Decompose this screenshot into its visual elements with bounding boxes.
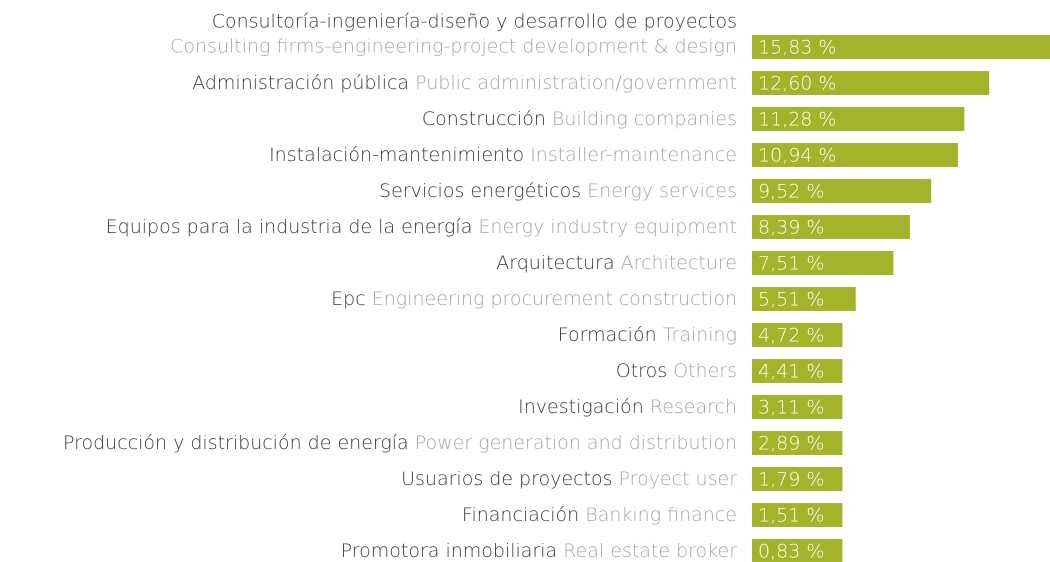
category-label-en: Training — [663, 324, 737, 346]
category-label-en: Research — [650, 396, 737, 418]
bar — [752, 287, 856, 311]
category-label-en: Energy industry equipment — [478, 216, 737, 238]
value-label: 11,28 % — [758, 109, 837, 131]
bar — [752, 359, 843, 383]
category-label: Investigación Research — [518, 396, 737, 418]
category-label-es: Equipos para la industria de la energía — [106, 216, 473, 238]
category-label: Promotora inmobiliaria Real estate broke… — [341, 540, 738, 562]
category-label-es: Formación — [558, 324, 657, 346]
category-label-es: Servicios energéticos — [379, 180, 581, 202]
category-label-en: Proyect user — [619, 468, 738, 490]
category-label: Arquitectura Architecture — [496, 252, 737, 274]
category-label-es: Arquitectura — [496, 252, 614, 274]
category-label-es: Producción y distribución de energía — [63, 432, 409, 454]
category-label-en: Architecture — [621, 252, 737, 274]
bar — [752, 179, 932, 203]
bar — [752, 107, 965, 131]
value-label: 7,51 % — [758, 253, 824, 275]
category-label-es: Otros — [616, 360, 667, 382]
category-label: Formación Training — [558, 324, 737, 346]
category-label: Construcción Building companies — [422, 108, 737, 130]
value-label: 8,39 % — [758, 217, 824, 239]
bar — [752, 143, 958, 167]
category-label: Consultoría-ingeniería-diseño y desarrol… — [212, 11, 737, 33]
bar — [752, 215, 910, 239]
category-label-en: Energy services — [587, 180, 737, 202]
category-label-en: Banking finance — [585, 504, 737, 526]
category-label-es: Promotora inmobiliaria — [341, 540, 558, 562]
bar — [752, 467, 843, 491]
bar — [752, 251, 894, 275]
category-label-en: Consulting firms-engineering-project dev… — [170, 36, 737, 58]
category-label: Instalación-mantenimiento Installer-main… — [269, 144, 737, 166]
category-label-en: Power generation and distribution — [415, 432, 737, 454]
category-label-en: Installer-maintenance — [530, 144, 737, 166]
category-label-en: Real estate broker — [563, 540, 737, 562]
category-label-es: Administración pública — [192, 72, 409, 94]
category-label-es: Usuarios de proyectos — [401, 468, 612, 490]
value-label: 9,52 % — [758, 181, 824, 203]
bar — [752, 35, 1050, 59]
category-label: Epc Engineering procurement construction — [331, 288, 737, 310]
value-label: 15,83 % — [758, 37, 837, 59]
category-label-en: Others — [673, 360, 737, 382]
category-label: Otros Others — [616, 360, 737, 382]
category-label: Producción y distribución de energía Pow… — [63, 432, 737, 454]
category-label: Administración pública Public administra… — [192, 72, 737, 94]
bar — [752, 71, 990, 95]
category-label-en: Engineering procurement construction — [372, 288, 737, 310]
bar — [752, 431, 843, 455]
bar — [752, 539, 843, 562]
category-label: Financiación Banking finance — [462, 504, 737, 526]
category-label-en: Building companies — [552, 108, 737, 130]
value-label: 1,51 % — [758, 505, 824, 527]
category-label-es: Epc — [331, 288, 366, 310]
bar — [752, 323, 843, 347]
category-label-es: Construcción — [422, 108, 546, 130]
category-label: Servicios energéticos Energy services — [379, 180, 737, 202]
category-label-es: Financiación — [462, 504, 579, 526]
value-label: 0,83 % — [758, 541, 824, 562]
value-label: 4,41 % — [758, 361, 824, 383]
category-label-en: Public administration/government — [415, 72, 737, 94]
bar — [752, 503, 843, 527]
value-label: 12,60 % — [758, 73, 837, 95]
category-label: Equipos para la industria de la energía … — [106, 216, 737, 238]
value-label: 5,51 % — [758, 289, 824, 311]
category-label-es: Investigación — [518, 396, 644, 418]
value-label: 1,79 % — [758, 469, 824, 491]
value-label: 10,94 % — [758, 145, 837, 167]
value-label: 4,72 % — [758, 325, 824, 347]
category-label-es: Instalación-mantenimiento — [269, 144, 524, 166]
category-label: Usuarios de proyectos Proyect user — [401, 468, 737, 490]
value-label: 3,11 % — [758, 397, 824, 419]
bar — [752, 395, 843, 419]
value-label: 2,89 % — [758, 433, 824, 455]
